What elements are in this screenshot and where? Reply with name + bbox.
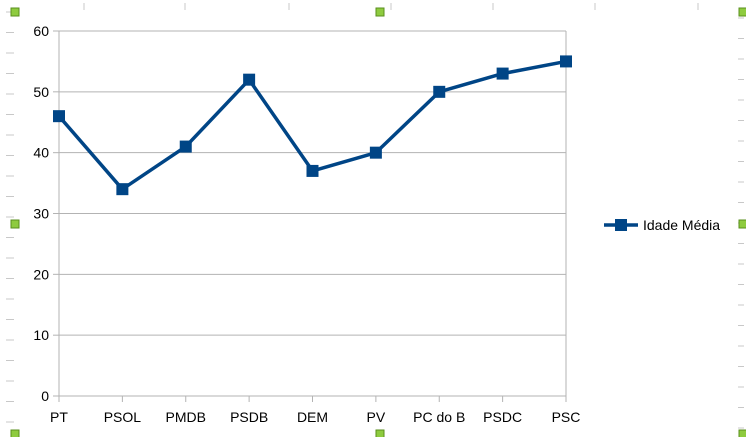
- x-tick-label: PSDB: [230, 409, 268, 425]
- data-point-marker[interactable]: [496, 67, 509, 80]
- selection-handle[interactable]: [375, 7, 385, 17]
- x-tick-label: PT: [50, 409, 68, 425]
- data-point-marker[interactable]: [243, 73, 256, 86]
- y-tick-label: 40: [33, 145, 49, 161]
- x-tick-label: PSDC: [483, 409, 522, 425]
- data-point-marker[interactable]: [53, 110, 65, 123]
- selection-handle[interactable]: [738, 219, 746, 229]
- y-axis-tick-labels: 0 10 20 30 40 50 60: [33, 23, 49, 404]
- selection-handle[interactable]: [738, 429, 746, 437]
- x-tick-label: PSC: [552, 409, 581, 425]
- selection-handle[interactable]: [10, 429, 20, 437]
- x-tick-label: DEM: [297, 409, 328, 425]
- selection-handles[interactable]: [10, 7, 746, 437]
- y-tick-label: 50: [33, 84, 49, 100]
- y-tick-label: 30: [33, 206, 49, 222]
- data-point-marker[interactable]: [306, 164, 319, 177]
- x-tick-label: PV: [367, 409, 386, 425]
- data-point-marker[interactable]: [433, 85, 446, 98]
- x-tick-label: PSOL: [104, 409, 142, 425]
- x-tick-label: PC do B: [413, 409, 465, 425]
- legend-marker-swatch: [615, 219, 627, 231]
- gridlines: [53, 30, 566, 397]
- spreadsheet-ruler-marks: [6, 3, 744, 429]
- data-point-marker[interactable]: [179, 140, 192, 153]
- y-tick-label: 60: [33, 23, 49, 39]
- data-point-marker[interactable]: [369, 146, 382, 159]
- series-idade-media[interactable]: [53, 55, 572, 196]
- data-point-marker[interactable]: [560, 55, 572, 68]
- y-tick-label: 10: [33, 327, 49, 343]
- selection-handle[interactable]: [375, 429, 385, 437]
- legend[interactable]: Idade Média: [604, 217, 720, 233]
- y-tick-label: 20: [33, 266, 49, 282]
- selection-handle[interactable]: [738, 7, 746, 17]
- data-point-marker[interactable]: [116, 183, 129, 196]
- x-axis-tick-labels: PT PSOL PMDB PSDB DEM PV PC do B PSDC PSC: [50, 409, 580, 425]
- selection-handle[interactable]: [10, 219, 20, 229]
- selection-handle[interactable]: [10, 7, 20, 17]
- x-tick-label: PMDB: [166, 409, 206, 425]
- legend-label: Idade Média: [643, 217, 720, 233]
- axes: [58, 31, 567, 402]
- y-tick-label: 0: [41, 388, 49, 404]
